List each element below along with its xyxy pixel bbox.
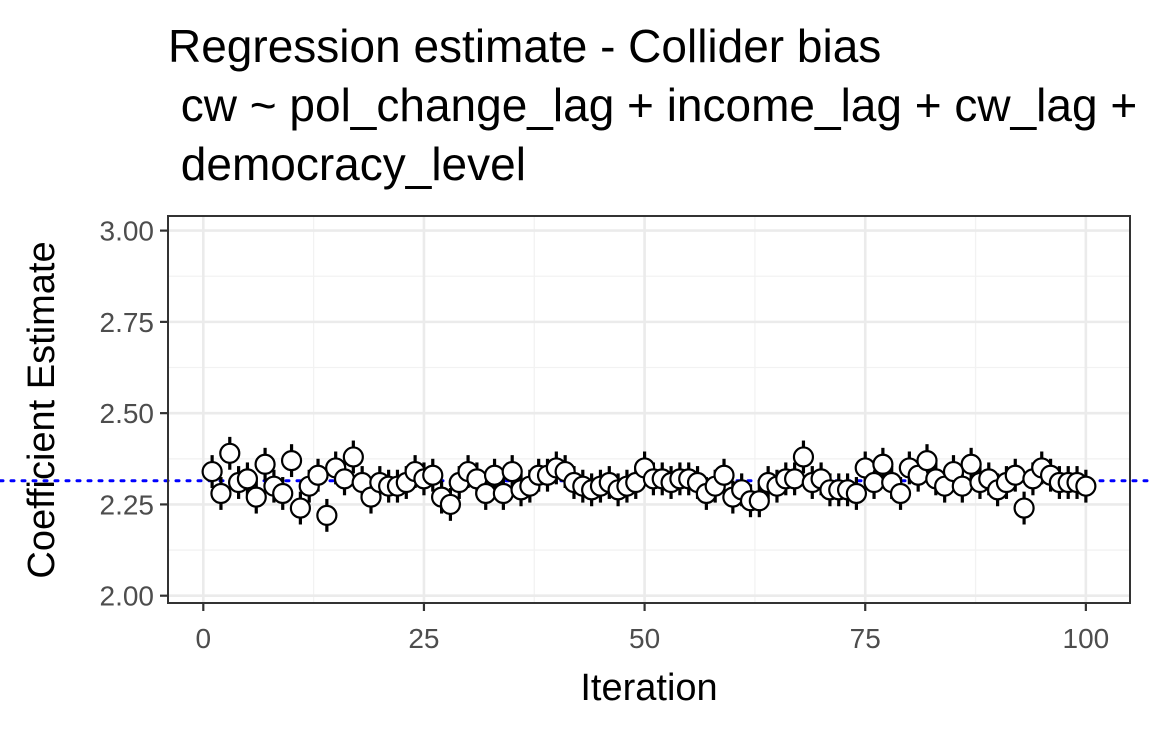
x-tick-label: 25 [408,623,439,654]
data-point [219,442,241,464]
x-axis-title: Iteration [580,667,717,709]
data-point [845,482,868,505]
data-point [245,486,267,508]
chart-title-line-3: democracy_level [168,138,526,190]
data-point [316,504,338,526]
data-point [863,471,885,494]
plot-panel [0,215,1154,604]
data-point [960,453,982,475]
data-point [916,450,938,472]
data-point [748,490,770,512]
x-tick-label: 0 [196,623,212,654]
y-tick-label: 3.00 [100,216,155,247]
data-point [1013,497,1035,519]
data-point [236,468,259,490]
plot-panel-background [168,216,1130,603]
plot-panel-border [167,215,1131,604]
data-point [272,482,294,505]
y-tick-label: 2.50 [100,398,155,429]
x-axis-ticks: 0 25 50 75 100 [196,603,1110,654]
data-point [1075,475,1097,497]
data-point [280,450,303,472]
data-point [333,468,356,490]
data-point [951,475,973,497]
chart-title-line-1: Regression estimate - Collider bias [168,20,881,72]
data-point [784,468,806,490]
y-axis-title: Coefficient Estimate [21,241,63,578]
data-point [475,482,497,505]
data-marks [201,436,1097,532]
x-tick-label: 75 [850,623,881,654]
x-tick-label: 100 [1063,623,1110,654]
data-point [713,464,735,486]
major-gridlines [168,216,1130,603]
data-point [289,497,311,519]
data-point [307,464,329,486]
data-point [483,464,506,486]
y-axis-ticks: 2.00 2.25 2.50 2.75 3.00 [100,216,168,612]
data-point [492,482,514,505]
x-tick-label: 50 [629,623,660,654]
data-point [1004,464,1026,486]
data-point [210,482,232,505]
data-point [501,460,523,483]
y-tick-label: 2.25 [100,489,155,520]
data-point [342,446,364,468]
data-point [792,446,815,468]
data-point [872,453,894,475]
data-point [201,460,223,483]
chart-title-line-2: cw ~ pol_change_lag + income_lag + cw_la… [168,79,1137,131]
data-point [439,493,462,516]
data-point [889,482,912,505]
y-tick-label: 2.75 [100,307,155,338]
data-point [254,453,276,475]
y-tick-label: 2.00 [100,581,155,612]
data-point [422,464,444,486]
